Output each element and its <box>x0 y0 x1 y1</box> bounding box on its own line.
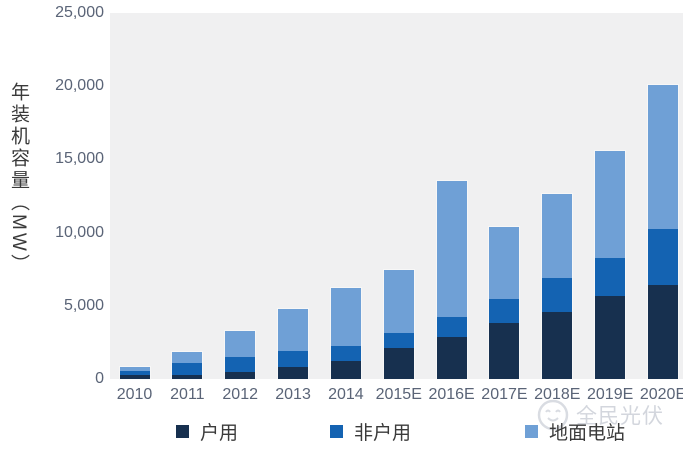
watermark-logo-icon <box>537 399 569 431</box>
bar-segment-2014-户用 <box>330 361 361 379</box>
bar-segment-2014-非户用 <box>330 345 361 361</box>
bar-segment-2017E-户用 <box>489 322 520 379</box>
bar-segment-2014-地面电站 <box>330 288 361 346</box>
bar-segment-2017E-非户用 <box>489 299 520 323</box>
bar-2017E <box>489 226 520 379</box>
watermark: 全民光伏 <box>536 398 664 432</box>
legend-swatch-icon <box>525 425 538 438</box>
x-tick-label-2020E: 2020E <box>639 386 683 403</box>
bar-segment-2010-户用 <box>119 375 150 379</box>
x-tick-label-2016E: 2016E <box>428 386 475 403</box>
x-tick-label-2012: 2012 <box>222 386 258 403</box>
bar-segment-2013-地面电站 <box>278 309 309 352</box>
y-tick-label: 25,000 <box>55 4 104 21</box>
bar-2016E <box>436 181 467 379</box>
x-tick-label-2010: 2010 <box>116 386 153 403</box>
legend-item-地面电站: 地面电站 <box>525 418 625 445</box>
bar-segment-2011-非户用 <box>172 362 203 375</box>
y-tick-label: 15,000 <box>55 150 104 168</box>
x-tick-label-2018E: 2018E <box>534 386 581 403</box>
legend-label: 地面电站 <box>549 423 626 444</box>
bar-segment-2012-户用 <box>225 371 256 379</box>
bar-segment-2020E-户用 <box>648 284 678 379</box>
bar-segment-2012-非户用 <box>225 356 256 372</box>
bar-segment-2015E-户用 <box>383 348 414 379</box>
bar-segment-2015E-地面电站 <box>383 269 414 334</box>
y-axis-title: 年装机容量（MW） <box>8 82 29 276</box>
bar-segment-2019E-户用 <box>595 296 626 379</box>
bar-segment-2016E-非户用 <box>436 317 467 337</box>
bar-segment-2019E-地面电站 <box>595 151 626 258</box>
x-tick-label-2013: 2013 <box>275 386 311 403</box>
y-tick-label: 0 <box>95 370 104 387</box>
bar-2012 <box>225 330 256 379</box>
x-tick-label-2015E: 2015E <box>375 386 422 403</box>
bar-2015E <box>383 269 414 379</box>
bar-segment-2010-地面电站 <box>119 366 150 371</box>
x-tick-label-2011: 2011 <box>170 386 205 403</box>
x-tick-label-2014: 2014 <box>328 386 364 403</box>
bar-2013 <box>278 309 309 379</box>
plot-area <box>110 13 683 379</box>
bar-segment-2016E-户用 <box>436 336 467 379</box>
legend: 户用 非户用 地面电站 <box>0 418 683 450</box>
legend-swatch-icon <box>330 425 343 438</box>
bar-segment-2010-非户用 <box>119 370 150 376</box>
bar-segment-2011-户用 <box>172 374 203 379</box>
bar-2019E <box>595 151 626 379</box>
bar-segment-2020E-非户用 <box>648 228 678 285</box>
x-tick-label-2019E: 2019E <box>587 386 634 403</box>
bar-segment-2013-户用 <box>278 367 309 379</box>
bar-2010 <box>119 366 150 379</box>
legend-label: 非户用 <box>354 423 412 444</box>
bar-segment-2015E-非户用 <box>383 333 414 349</box>
x-tick-label-2017E: 2017E <box>481 386 528 403</box>
bar-2014 <box>330 288 361 379</box>
watermark-text: 全民光伏 <box>576 405 664 428</box>
bar-segment-2020E-地面电站 <box>648 84 678 229</box>
bar-segment-2018E-地面电站 <box>542 194 573 279</box>
bar-segment-2016E-地面电站 <box>436 181 467 318</box>
bar-segment-2011-地面电站 <box>172 351 203 363</box>
y-tick-label: 10,000 <box>55 223 104 241</box>
legend-item-户用: 户用 <box>176 418 238 445</box>
legend-swatch-icon <box>176 425 189 438</box>
legend-label: 户用 <box>200 423 239 444</box>
bar-2020E <box>648 84 678 379</box>
bar-segment-2012-地面电站 <box>225 330 256 357</box>
bar-segment-2017E-地面电站 <box>489 226 520 300</box>
bar-2018E <box>542 194 573 379</box>
legend-item-非户用: 非户用 <box>330 418 411 445</box>
y-tick-label: 20,000 <box>55 77 104 95</box>
y-tick-label: 5,000 <box>63 296 104 314</box>
bar-segment-2018E-非户用 <box>542 278 573 312</box>
bar-segment-2018E-户用 <box>542 311 573 379</box>
bar-segment-2013-非户用 <box>278 351 309 368</box>
bar-segment-2019E-非户用 <box>595 257 626 297</box>
bar-2011 <box>172 351 203 379</box>
